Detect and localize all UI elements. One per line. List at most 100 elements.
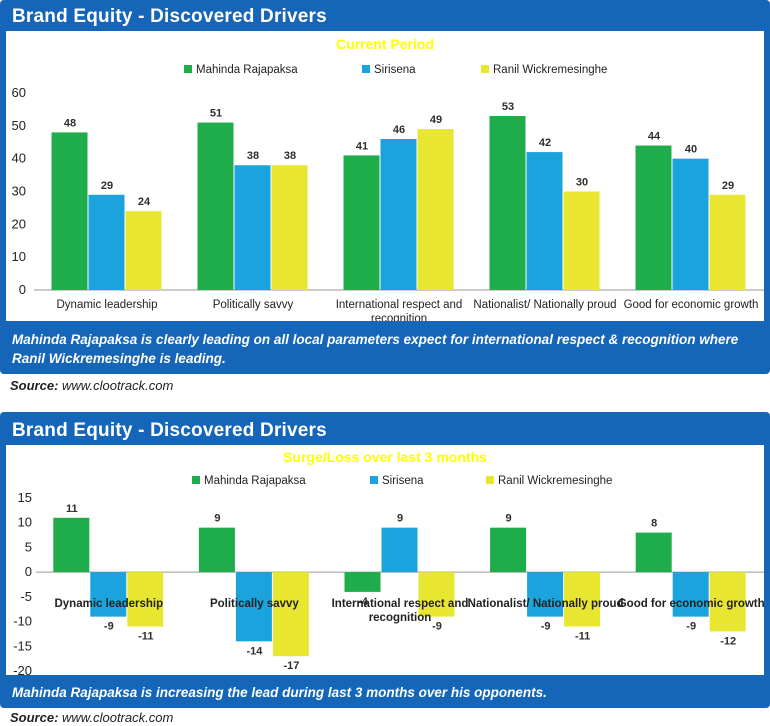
bar [490, 527, 527, 573]
data-label: 44 [648, 131, 661, 143]
data-label: 11 [66, 503, 78, 515]
category-label: recognition [371, 313, 427, 321]
data-label: -9 [541, 621, 551, 633]
bar [380, 138, 417, 290]
y-tick-label: 50 [12, 118, 26, 133]
y-tick-label: 60 [12, 85, 26, 100]
data-label: -12 [720, 635, 736, 647]
y-tick-label: 5 [25, 539, 32, 554]
chart-panel-current: Brand Equity - Discovered Drivers Curren… [0, 0, 770, 374]
y-tick-label: -5 [20, 589, 32, 604]
category-label: Nationalist/ Nationally proud [473, 299, 616, 311]
bar [51, 132, 88, 290]
legend-label: Sirisena [374, 64, 416, 76]
source-line: Source: www.clootrack.com [10, 710, 173, 725]
data-label: -11 [575, 631, 590, 643]
bar [635, 145, 672, 290]
bar [90, 572, 127, 617]
bar [417, 129, 454, 290]
source-line: Source: www.clootrack.com [10, 378, 173, 393]
legend-swatch [192, 476, 200, 484]
y-tick-label: 30 [12, 184, 26, 199]
data-label: 29 [101, 180, 113, 192]
data-label: -11 [138, 631, 153, 643]
bar-chart-surge-loss: Surge/Loss over last 3 months Mahinda Raj… [13, 449, 764, 675]
panel-title: Brand Equity - Discovered Drivers [12, 6, 327, 27]
data-label: 30 [576, 177, 588, 189]
legend-label: Sirisena [382, 475, 424, 487]
bar [672, 158, 709, 290]
data-label: 42 [539, 137, 551, 149]
y-tick-label: 10 [18, 515, 32, 530]
data-label: 49 [430, 114, 442, 126]
bar [272, 572, 309, 657]
data-label: 8 [651, 518, 657, 530]
bar [527, 572, 564, 617]
data-label: 9 [214, 513, 220, 525]
bar [198, 527, 235, 573]
bar [344, 572, 381, 592]
category-label: International respect and [332, 598, 469, 610]
y-tick-label: 40 [12, 151, 26, 166]
y-tick-label: -20 [13, 663, 32, 675]
bar [564, 572, 601, 627]
bar [381, 527, 418, 573]
bar [127, 572, 164, 627]
category-label: Nationalist/ Nationally proud [468, 598, 624, 610]
data-label: 51 [210, 108, 222, 120]
y-tick-label: 0 [19, 282, 26, 297]
legend-swatch [184, 65, 192, 73]
bar [563, 191, 600, 290]
bar [88, 194, 125, 290]
bar [234, 165, 271, 290]
bar [709, 194, 746, 290]
bar [53, 517, 90, 573]
y-tick-label: -15 [13, 638, 32, 653]
category-label: Dynamic leadership [57, 299, 158, 311]
data-label: 9 [506, 513, 512, 525]
bar [526, 152, 563, 290]
data-label: 38 [284, 150, 296, 162]
data-label: -17 [283, 660, 299, 672]
data-label: -14 [246, 645, 263, 657]
bar [635, 532, 672, 573]
legend-swatch [486, 476, 494, 484]
y-tick-label: 15 [18, 490, 32, 505]
legend-swatch [370, 476, 378, 484]
chart-caption: Mahinda Rajapaksa is increasing the lead… [12, 685, 547, 700]
source-label: Source: [10, 378, 59, 393]
legend-label: Ranil Wickremesinghe [493, 64, 607, 76]
legend-label: Mahinda Rajapaksa [196, 64, 298, 76]
bar [343, 155, 380, 290]
data-label: -9 [686, 621, 696, 633]
y-tick-label: -10 [13, 614, 32, 629]
chart-area-current: Current Period Mahinda Rajapaksa Sirisena R… [6, 31, 764, 321]
bar-chart-current-period: Current Period Mahinda Rajapaksa Sirisena R… [12, 36, 764, 321]
y-tick-label: 0 [25, 564, 32, 579]
data-label: 40 [685, 144, 697, 156]
legend-swatch [481, 65, 489, 73]
category-label: recognition [369, 612, 432, 624]
bar [235, 572, 272, 642]
category-label: Politically savvy [210, 598, 299, 610]
y-tick-label: 10 [12, 249, 26, 264]
bar [197, 122, 234, 290]
bar [709, 572, 746, 632]
category-label: Good for economic growth [618, 598, 764, 610]
chart-panel-surge: Brand Equity - Discovered Drivers Surge/… [0, 412, 770, 708]
bar [489, 115, 526, 290]
data-label: 53 [502, 101, 514, 113]
bar [672, 572, 709, 617]
data-label: 29 [722, 180, 734, 192]
data-label: -9 [104, 621, 114, 633]
data-label: 46 [393, 124, 405, 136]
chart-subtitle: Surge/Loss over last 3 months [283, 449, 487, 465]
data-label: 41 [356, 140, 368, 152]
data-label: 24 [138, 196, 151, 208]
data-label: 9 [397, 513, 403, 525]
legend-swatch [362, 65, 370, 73]
chart-caption: Mahinda Rajapaksa is clearly leading on … [12, 332, 739, 366]
category-label: International respect and [336, 299, 463, 311]
chart-subtitle: Current Period [336, 36, 434, 52]
data-label: -9 [432, 621, 442, 633]
